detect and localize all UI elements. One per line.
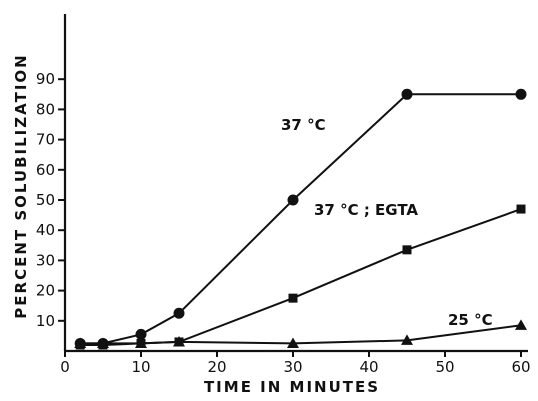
x-axis-title: TIME IN MINUTES [204,378,380,396]
y-tick-label-90: 90 [36,70,55,88]
y-tick-label-40: 40 [36,221,55,239]
series-label-37c: 37 °C [281,116,326,134]
series-label-25c: 25 °C [448,311,493,329]
y-tick-label-50: 50 [36,191,55,209]
x-tick-label-0: 0 [60,358,70,376]
y-tick-label-30: 30 [36,251,55,269]
x-tick-label-30: 30 [283,358,302,376]
data-point-1-6 [517,205,526,214]
data-point-1-4 [289,294,298,303]
series-label-37c-egta: 37 °C ; EGTA [314,201,418,219]
y-tick-label-60: 60 [36,161,55,179]
data-point-0-5 [402,89,413,100]
data-point-2-6 [515,319,527,330]
data-point-0-3 [174,308,185,319]
x-tick-label-50: 50 [435,358,454,376]
y-tick-label-20: 20 [36,282,55,300]
x-tick-label-40: 40 [359,358,378,376]
x-tick-label-10: 10 [131,358,150,376]
data-point-1-5 [403,245,412,254]
y-tick-label-10: 10 [36,312,55,330]
data-point-0-6 [516,89,527,100]
y-tick-label-80: 80 [36,100,55,118]
x-tick-label-20: 20 [207,358,226,376]
data-point-0-4 [288,195,299,206]
y-tick-label-70: 70 [36,131,55,149]
y-axis-title: PERCENT SOLUBILIZATION [12,53,30,318]
x-tick-label-60: 60 [511,358,530,376]
